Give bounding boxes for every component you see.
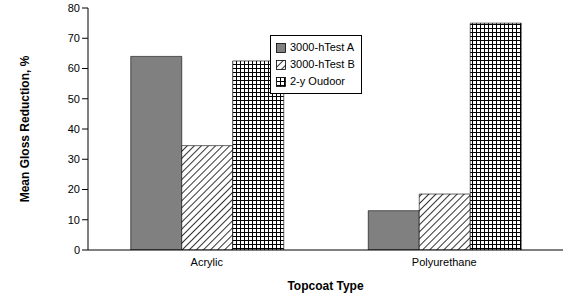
svg-text:Polyurethane: Polyurethane bbox=[412, 256, 477, 268]
svg-text:0: 0 bbox=[74, 244, 80, 256]
svg-text:10: 10 bbox=[68, 214, 80, 226]
svg-text:40: 40 bbox=[68, 123, 80, 135]
html-text:3000-hTest B: 3000-hTest B bbox=[290, 58, 355, 70]
svg-text:20: 20 bbox=[68, 183, 80, 195]
svg-text:70: 70 bbox=[68, 32, 80, 44]
svg-text:Topcoat Type: Topcoat Type bbox=[287, 279, 364, 293]
html-text:3000-hTest A: 3000-hTest A bbox=[290, 41, 355, 53]
svg-text:Acrylic: Acrylic bbox=[191, 256, 224, 268]
svg-text:Mean Gloss Reduction, %: Mean Gloss Reduction, % bbox=[18, 55, 32, 202]
html-text:2-y Oudoor: 2-y Oudoor bbox=[290, 75, 345, 87]
svg-text:80: 80 bbox=[68, 2, 80, 14]
svg-text:30: 30 bbox=[68, 153, 80, 165]
svg-text:50: 50 bbox=[68, 93, 80, 105]
svg-text:60: 60 bbox=[68, 62, 80, 74]
